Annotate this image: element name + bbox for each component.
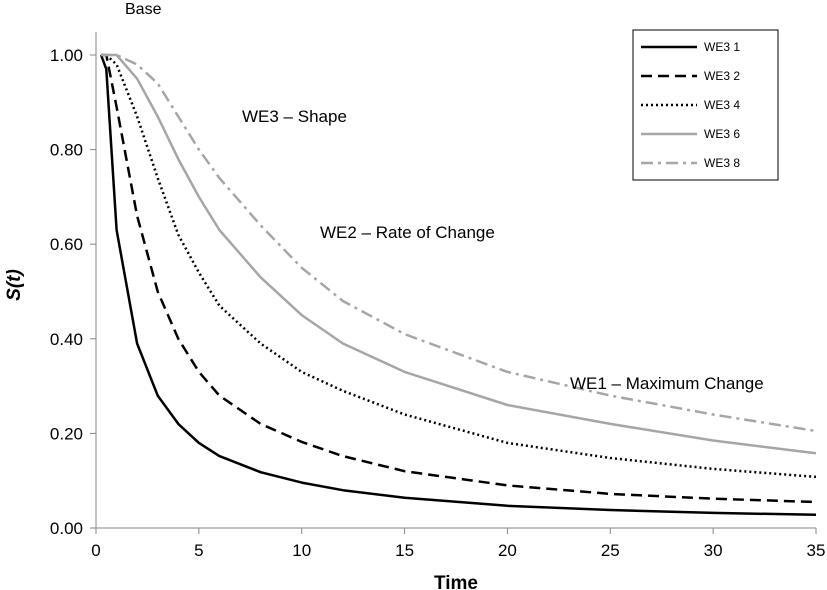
legend-label-2: WE3 4 [704,98,740,112]
x-tick-label-5: 25 [601,541,620,560]
series-line-we3-1 [99,54,817,517]
legend-label-0: WE3 1 [704,40,740,54]
y-tick-label-5: 1.00 [50,46,83,65]
x-tick-label-1: 5 [194,541,203,560]
annotation-shape: WE3 – Shape [242,107,347,126]
y-tick-label-1: 0.20 [50,424,83,443]
y-tick-label-2: 0.40 [50,330,83,349]
y-tick-label-4: 0.80 [50,141,83,160]
x-tick-label-4: 20 [498,541,517,560]
y-tick-label-0: 0.00 [50,519,83,538]
legend-label-3: WE3 6 [704,127,740,141]
y-tick-label-3: 0.60 [50,235,83,254]
series-line-we3-2 [101,53,817,504]
series-line-we3-8 [101,53,817,433]
annotation-rate: WE2 – Rate of Change [320,223,495,242]
legend-label-4: WE3 8 [704,156,740,170]
x-tick-label-6: 30 [704,541,723,560]
legend: WE3 1 WE3 2 WE3 4 WE3 6 WE3 8 [632,29,779,181]
annotation-max-change: WE1 – Maximum Change [570,374,764,393]
x-tick-label-7: 35 [807,541,826,560]
x-tick-label-0: 0 [91,541,100,560]
legend-label-1: WE3 2 [704,69,740,83]
x-axis-title: Time [434,573,478,590]
series-line-we3-4 [101,53,817,479]
axes: 0.00 0.20 0.40 0.60 0.80 1.00 0 5 10 15 20 25 30 35 [50,32,826,560]
chart-title: Base [125,1,162,18]
x-tick-label-2: 10 [292,541,311,560]
y-axis-title: S(t) [4,269,25,301]
x-tick-label-3: 15 [395,541,414,560]
series-line-we3-6 [101,53,817,455]
series-layer [99,53,817,517]
